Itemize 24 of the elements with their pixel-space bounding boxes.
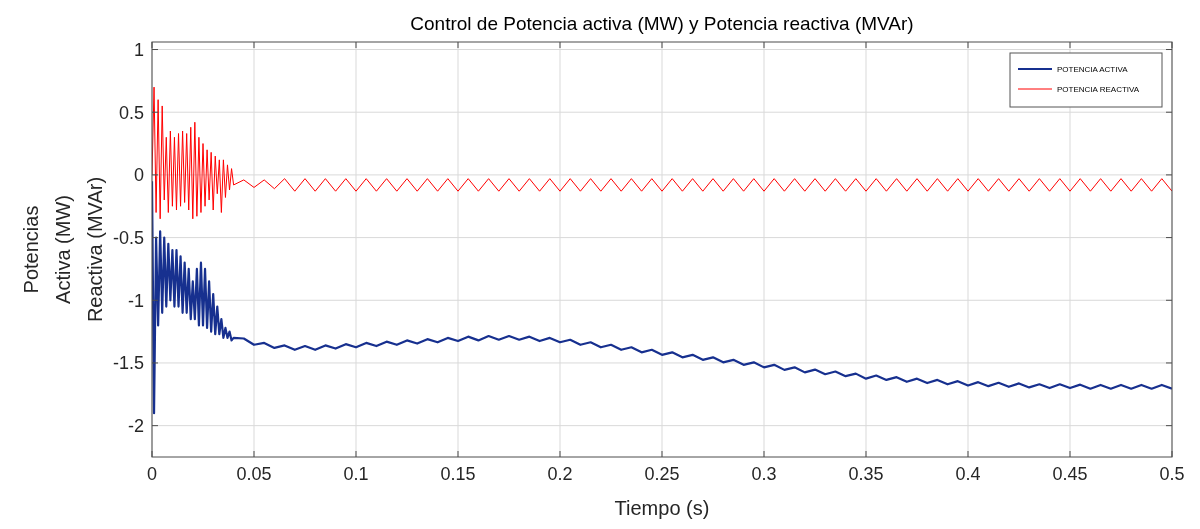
y-tick-label: -1.5 (112, 353, 144, 374)
x-axis-title: Tiempo (s) (614, 497, 710, 519)
legend-label: POTENCIA ACTIVA (1057, 64, 1129, 74)
y-tick-label: -2 (127, 415, 144, 436)
x-tick-label: 0.1 (343, 464, 369, 484)
y-tick-label: 0.5 (118, 102, 144, 123)
legend-label: POTENCIA REACTIVA (1057, 84, 1140, 94)
x-tick-label: 0 (146, 464, 158, 484)
x-tick-label: 0.25 (644, 464, 680, 484)
y-tick-label: 1 (133, 39, 144, 60)
chart-title: Control de Potencia activa (MW) y Potencia reactiva (MVAr) (410, 13, 914, 34)
x-tick-label: 0.05 (236, 464, 272, 484)
line-series (152, 86, 1172, 220)
x-tick-label: 0.2 (547, 464, 573, 484)
x-tick-label: 0.45 (1052, 464, 1088, 484)
y-axis-title: Potencias Activa (MW) Reactiva (MVAr) (20, 176, 106, 323)
x-tick-label: 0.35 (848, 464, 884, 484)
x-tick-label: 0.5 (1159, 464, 1185, 484)
x-tick-label: 0.4 (955, 464, 981, 484)
x-tick-label: 0.15 (440, 464, 476, 484)
x-tick-label: 0.3 (751, 464, 777, 484)
y-tick-label: -0.5 (112, 227, 144, 248)
y-tick-label: -1 (127, 290, 144, 311)
y-tick-label: 0 (133, 165, 144, 186)
